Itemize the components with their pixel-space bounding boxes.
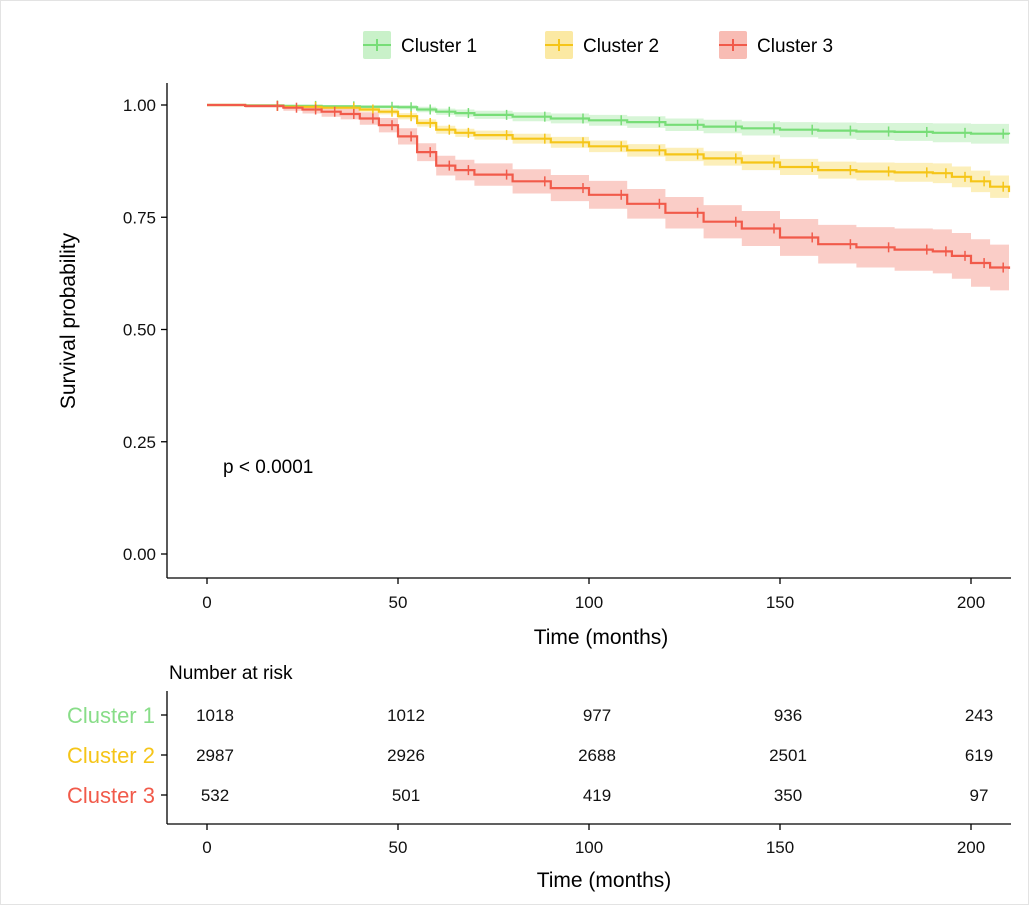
x-tick-label: 150 <box>766 593 794 612</box>
x-tick-label: 100 <box>575 593 603 612</box>
x-tick-label: 50 <box>389 593 408 612</box>
y-tick-label: 0.75 <box>123 208 156 227</box>
risk-row-label: Cluster 2 <box>67 743 155 768</box>
legend-item-cluster-1: Cluster 1 <box>363 31 477 59</box>
risk-x-tick-label: 200 <box>957 838 985 857</box>
risk-row-label: Cluster 1 <box>67 703 155 728</box>
risk-x-tick-label: 100 <box>575 838 603 857</box>
y-tick-label: 0.50 <box>123 321 156 340</box>
censor-marks <box>276 100 1004 273</box>
risk-count: 419 <box>583 786 611 805</box>
risk-x-tick-label: 0 <box>202 838 211 857</box>
y-tick-label: 1.00 <box>123 96 156 115</box>
risk-count: 936 <box>774 706 802 725</box>
risk-count: 350 <box>774 786 802 805</box>
legend-label: Cluster 1 <box>401 36 477 57</box>
risk-row-cluster-1: Cluster 1 1018 1012 977 936 243 <box>67 703 993 728</box>
y-axis-title: Survival probability <box>57 232 80 409</box>
risk-x-axis-ticks: 0 50 100 150 200 <box>202 824 985 857</box>
x-tick-label: 200 <box>957 593 985 612</box>
risk-count: 1012 <box>387 706 425 725</box>
risk-table: Number at risk Cluster 1 1018 1012 977 936 24… <box>67 663 1011 892</box>
risk-x-tick-label: 150 <box>766 838 794 857</box>
km-plot-area: 0.00 0.25 0.50 0.75 1.00 0 50 100 150 200 Surviv… <box>57 83 1011 649</box>
legend-label: Cluster 2 <box>583 36 659 57</box>
risk-count: 2688 <box>578 746 616 765</box>
legend: Cluster 1 Cluster 2 Cluster 3 <box>363 31 833 59</box>
risk-count: 977 <box>583 706 611 725</box>
x-axis-title: Time (months) <box>534 626 669 649</box>
risk-count: 1018 <box>196 706 234 725</box>
confidence-band-cluster-1 <box>207 105 1009 146</box>
x-tick-label: 0 <box>202 593 211 612</box>
legend-item-cluster-2: Cluster 2 <box>545 31 659 59</box>
risk-count: 2926 <box>387 746 425 765</box>
risk-count: 619 <box>965 746 993 765</box>
risk-table-title: Number at risk <box>169 663 293 684</box>
legend-item-cluster-3: Cluster 3 <box>719 31 833 59</box>
risk-count: 2987 <box>196 746 234 765</box>
risk-count: 532 <box>201 786 229 805</box>
x-axis-ticks: 0 50 100 150 200 <box>202 578 985 612</box>
risk-x-tick-label: 50 <box>389 838 408 857</box>
y-axis-ticks: 0.00 0.25 0.50 0.75 1.00 <box>123 96 167 564</box>
risk-count: 2501 <box>769 746 807 765</box>
risk-row-cluster-2: Cluster 2 2987 2926 2688 2501 619 <box>67 743 993 768</box>
y-tick-label: 0.25 <box>123 433 156 452</box>
risk-count: 243 <box>965 706 993 725</box>
survival-curve-cluster-3 <box>207 103 1011 269</box>
risk-row-label: Cluster 3 <box>67 783 155 808</box>
risk-count: 97 <box>970 786 989 805</box>
confidence-bands <box>207 105 1009 292</box>
risk-x-axis-title: Time (months) <box>537 869 672 892</box>
confidence-band-cluster-3 <box>207 105 1009 292</box>
y-tick-label: 0.00 <box>123 545 156 564</box>
p-value-annotation: p < 0.0001 <box>223 457 313 478</box>
risk-row-cluster-3: Cluster 3 532 501 419 350 97 <box>67 783 989 808</box>
risk-count: 501 <box>392 786 420 805</box>
risk-table-rows: Cluster 1 1018 1012 977 936 243 Cluster 2 2987 2… <box>67 703 993 808</box>
legend-label: Cluster 3 <box>757 36 833 57</box>
